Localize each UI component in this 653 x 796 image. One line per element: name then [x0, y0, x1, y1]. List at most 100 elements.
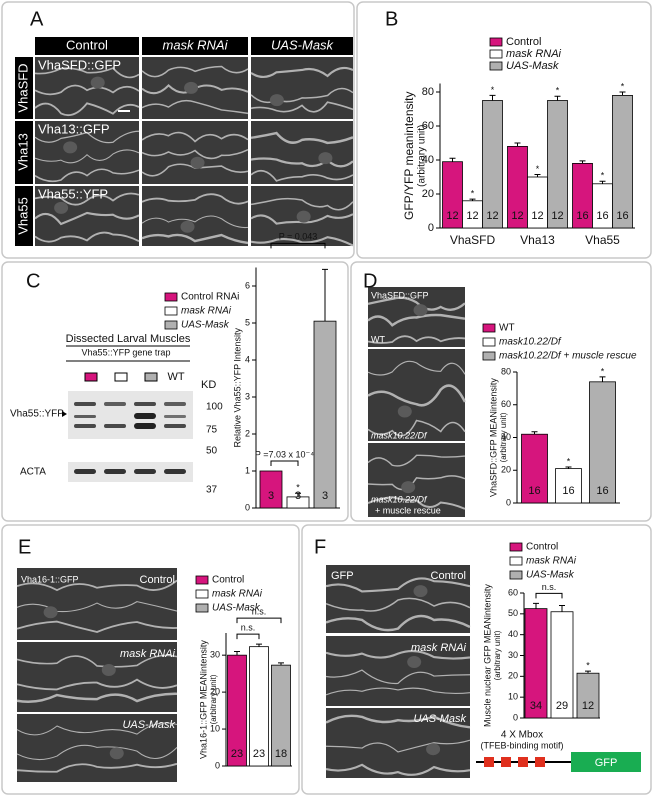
muscle-texture [141, 148, 249, 160]
x-tick-label: Vha55 [585, 233, 620, 247]
y-tick-label: 60 [501, 399, 511, 409]
n-label: 12 [466, 210, 478, 222]
comparison-label: n.s. [542, 582, 557, 592]
legend-swatch [489, 61, 503, 71]
micrograph [17, 714, 177, 782]
image-label: mask RNAi [411, 642, 467, 654]
micrograph [251, 57, 353, 119]
image-label: VhaSFD::GFP [371, 290, 429, 300]
bar [547, 100, 568, 229]
micrograph [251, 121, 353, 184]
lane-swatch [114, 372, 128, 382]
n-label: 18 [275, 748, 287, 760]
x-tick-label: VhaSFD [450, 233, 496, 247]
legend-swatch [164, 320, 178, 330]
y-tick-label: 0 [513, 712, 518, 722]
row-header: Vha13 [15, 133, 30, 171]
n-label: 12 [511, 210, 523, 222]
image-label: mask10.22/Df [371, 430, 428, 440]
legend-swatch [489, 49, 503, 59]
y-axis-label: (arbitrary unit) [499, 412, 508, 462]
blot-subtitle: Vha55::YFP gene trap [82, 347, 171, 357]
nucleus [63, 141, 78, 154]
blot [68, 462, 193, 482]
muscle-texture [141, 193, 249, 205]
legend-label: UAS-Mask [506, 60, 559, 72]
legend-label: WT [499, 323, 515, 334]
error-bar [469, 198, 476, 201]
muscle-texture [16, 762, 178, 773]
significance: * [586, 661, 590, 671]
y-tick-label: 20 [508, 671, 518, 681]
legend-swatch [482, 337, 496, 347]
muscle-texture [16, 722, 178, 736]
y-tick-label: 40 [422, 154, 434, 166]
row-header: Vha55 [15, 197, 30, 235]
nucleus [109, 747, 124, 760]
lane-label: WT [167, 371, 184, 383]
bar [612, 95, 633, 229]
muscle-texture [325, 687, 471, 696]
blot-bands [74, 402, 186, 429]
significance: * [621, 81, 625, 91]
error-bar [585, 670, 591, 674]
comparison-label: n.s. [241, 622, 256, 632]
gfp-label: GFP [595, 757, 618, 769]
column-header: Control [66, 37, 108, 52]
y-tick-label: 20 [210, 686, 220, 696]
muscle-texture [34, 149, 140, 164]
legend-swatch [164, 306, 178, 316]
legend-swatch [482, 351, 496, 361]
muscle-texture [325, 577, 471, 593]
legend-swatch [509, 556, 523, 566]
muscle-texture [250, 131, 354, 145]
muscle-texture [34, 231, 140, 243]
nucleus [426, 743, 441, 756]
row-header-bg [15, 121, 33, 184]
blot-bands [74, 469, 186, 474]
nucleus [90, 76, 105, 89]
gfp-box [571, 752, 641, 772]
nucleus [184, 81, 199, 94]
legend-swatch [195, 589, 209, 599]
muscle-texture [325, 739, 471, 753]
muscle-texture [16, 692, 178, 704]
y-tick-label: 10 [210, 723, 220, 733]
nucleus [413, 585, 428, 598]
muscle-texture [16, 601, 178, 613]
error-bar [234, 650, 240, 656]
significance: * [296, 483, 300, 493]
nucleus [180, 220, 195, 233]
y-tick-label: 80 [501, 366, 511, 376]
band-label: Vha55::YFP [10, 409, 64, 420]
n-label: 12 [582, 700, 594, 712]
row-header-bg [15, 57, 33, 119]
error-bar [256, 643, 262, 647]
muscle-texture [16, 678, 178, 691]
blot-title: Dissected Larval Muscles [66, 333, 191, 345]
muscle-texture [250, 197, 354, 211]
muscle-texture [367, 335, 466, 344]
legend-label: mask RNAi [526, 556, 577, 567]
column-header: mask RNAi [162, 37, 228, 52]
muscle-texture [141, 99, 249, 115]
error-bar [579, 160, 586, 164]
nucleus [318, 152, 333, 165]
image-label: WT [371, 334, 385, 344]
panel-letter: E [18, 536, 31, 558]
legend-swatch [482, 323, 496, 333]
error-bar [278, 662, 284, 666]
marker: 50 [206, 446, 218, 457]
image-label: Control [140, 574, 175, 586]
y-axis-label: (arbitrary unit) [209, 674, 218, 724]
error-bar [449, 157, 456, 162]
legend-label: Control [526, 542, 558, 553]
error-bar [295, 492, 301, 497]
legend-swatch [509, 542, 523, 552]
muscle-texture [34, 211, 140, 226]
y-tick-label: 30 [508, 650, 518, 660]
n-label: 16 [576, 210, 588, 222]
error-bar [531, 431, 538, 435]
significance: * [536, 164, 540, 174]
y-tick-label: 30 [210, 650, 220, 660]
